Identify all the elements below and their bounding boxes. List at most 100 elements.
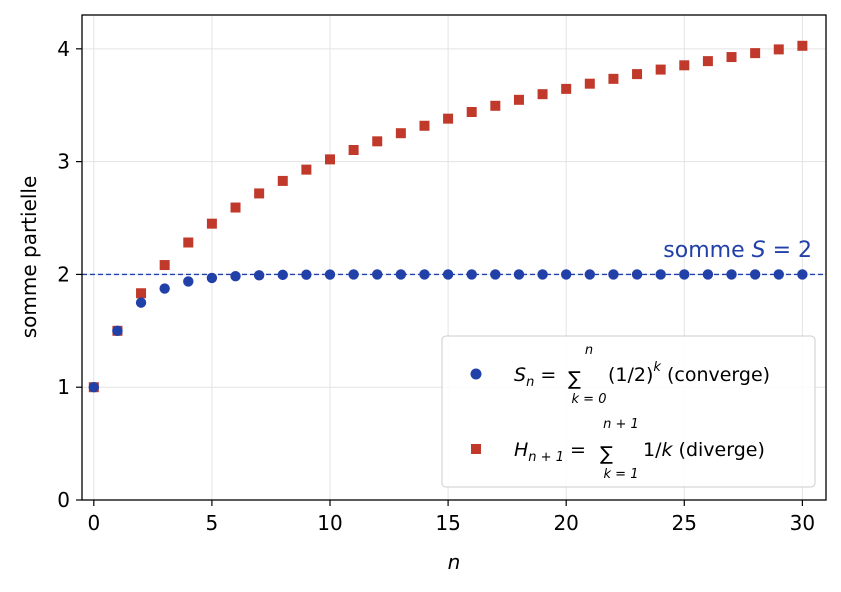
point-h bbox=[584, 78, 595, 89]
point-h bbox=[726, 52, 737, 63]
point-s bbox=[584, 269, 596, 280]
x-tick-label: 30 bbox=[790, 511, 815, 535]
legend-h-lower: k = 1 bbox=[604, 467, 639, 482]
point-h bbox=[395, 128, 406, 139]
reference-line-label: somme S = 2 bbox=[663, 238, 812, 263]
point-s bbox=[608, 269, 619, 280]
point-h bbox=[443, 113, 454, 124]
point-s bbox=[655, 269, 666, 280]
point-h bbox=[750, 48, 761, 59]
x-tick-label: 0 bbox=[87, 511, 100, 535]
plot-frame bbox=[81, 14, 827, 501]
point-s bbox=[726, 269, 737, 280]
legend-s-sum: ∑ bbox=[568, 368, 581, 390]
point-h bbox=[277, 175, 288, 186]
data-points bbox=[88, 40, 808, 393]
point-h bbox=[561, 83, 572, 94]
point-h bbox=[702, 56, 713, 67]
legend-s-exp: k bbox=[653, 360, 661, 375]
legend-entry-s: Sn = bbox=[514, 364, 556, 390]
point-s bbox=[513, 269, 525, 280]
x-tick-label: 5 bbox=[206, 511, 219, 535]
point-h bbox=[230, 202, 241, 213]
point-s bbox=[324, 269, 336, 280]
point-s bbox=[631, 269, 643, 280]
point-s bbox=[183, 276, 194, 287]
point-h bbox=[183, 237, 194, 248]
point-s bbox=[419, 269, 430, 280]
point-h bbox=[301, 164, 312, 175]
point-h bbox=[206, 218, 217, 229]
legend-marker-square bbox=[471, 444, 481, 454]
point-h bbox=[513, 94, 524, 105]
point-s bbox=[135, 297, 147, 308]
point-h bbox=[679, 60, 690, 71]
point-s bbox=[442, 269, 454, 280]
point-s bbox=[230, 271, 241, 282]
point-s bbox=[348, 269, 359, 280]
x-tick-label: 15 bbox=[435, 511, 460, 535]
point-s bbox=[372, 269, 383, 280]
legend-s-body-text: (1/2) bbox=[608, 364, 653, 386]
legend-h-tail: (diverge) bbox=[673, 439, 765, 461]
legend-s-lower: k = 0 bbox=[572, 392, 607, 407]
point-s bbox=[277, 269, 288, 281]
legend-box bbox=[441, 335, 816, 488]
point-h bbox=[490, 100, 501, 111]
legend-marker-circle bbox=[470, 368, 482, 380]
legend-s-lhs: S bbox=[514, 364, 526, 386]
x-tick-label: 20 bbox=[553, 511, 578, 535]
legend-h-upper: n + 1 bbox=[603, 417, 639, 432]
point-s bbox=[560, 269, 572, 280]
point-s bbox=[88, 382, 100, 393]
x-axis-label: n bbox=[448, 550, 461, 574]
reference-line-label-prefix: somme bbox=[663, 238, 751, 263]
point-h bbox=[254, 188, 265, 199]
point-h bbox=[632, 69, 643, 80]
point-h bbox=[348, 145, 359, 156]
point-h bbox=[325, 154, 335, 165]
legend-h-lhs: H bbox=[514, 439, 528, 461]
point-s bbox=[395, 269, 407, 280]
point-h bbox=[655, 64, 666, 75]
legend-h-eq: = bbox=[564, 439, 586, 461]
reference-line-label-var: S bbox=[752, 238, 766, 263]
y-tick-label: 1 bbox=[57, 375, 70, 399]
point-s bbox=[773, 269, 784, 280]
point-h bbox=[773, 44, 784, 55]
point-h bbox=[537, 89, 548, 100]
point-s bbox=[702, 269, 714, 280]
point-s bbox=[797, 269, 808, 280]
y-tick-label: 0 bbox=[57, 488, 70, 512]
legend-s-sub: n bbox=[526, 375, 534, 390]
y-tick-label: 3 bbox=[57, 150, 70, 174]
legend-h-body: 1/k (diverge) bbox=[643, 439, 765, 461]
x-tick-label: 25 bbox=[672, 511, 697, 535]
point-h bbox=[419, 120, 430, 131]
legend-entry-h: Hn + 1 = bbox=[514, 439, 586, 465]
point-s bbox=[112, 325, 123, 337]
point-s bbox=[253, 270, 265, 281]
point-h bbox=[466, 107, 477, 117]
point-s bbox=[537, 269, 548, 280]
y-tick-label: 2 bbox=[57, 262, 70, 286]
point-s bbox=[159, 283, 170, 294]
legend-s-body: (1/2)k (converge) bbox=[608, 360, 770, 386]
legend-h-sum: ∑ bbox=[600, 443, 613, 465]
point-s bbox=[206, 272, 218, 284]
point-s bbox=[466, 269, 477, 280]
point-s bbox=[679, 269, 690, 280]
x-tick-label: 10 bbox=[317, 511, 342, 535]
legend-s-upper: n bbox=[585, 343, 593, 358]
y-axis-label: somme partielle bbox=[17, 176, 41, 339]
point-h bbox=[372, 136, 383, 147]
point-h bbox=[136, 288, 147, 299]
legend-h-body-text: 1/ bbox=[643, 439, 662, 461]
legend: Sn = ∑ n k = 0 (1/2)k (converge) Hn + 1 … bbox=[441, 335, 816, 488]
point-s bbox=[749, 269, 761, 280]
legend-s-eq: = bbox=[534, 364, 556, 386]
y-tick-label: 4 bbox=[57, 37, 70, 61]
point-h bbox=[608, 73, 619, 84]
point-s bbox=[490, 269, 501, 280]
